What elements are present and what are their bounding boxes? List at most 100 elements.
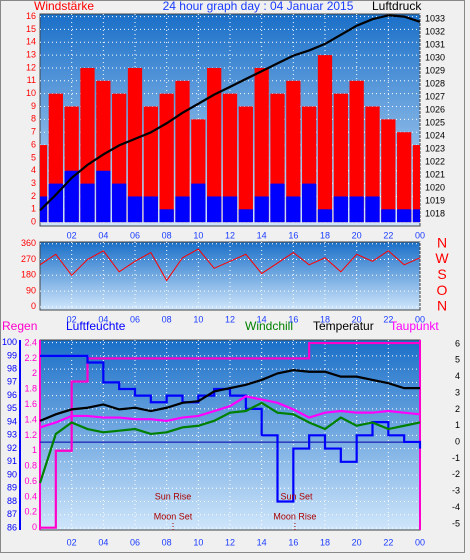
- y3-tick-label: 1.2: [24, 430, 37, 440]
- x-tick-label: 22: [383, 230, 393, 240]
- y-label: Luftfeuchte: [66, 319, 126, 333]
- x-tick-label: 06: [130, 537, 140, 547]
- series-line: [38, 401, 421, 484]
- y-tick-label: 2: [31, 191, 36, 201]
- bar: [159, 209, 174, 223]
- y2-tick-label: 2: [455, 404, 460, 414]
- x-tick-label: 16: [288, 230, 298, 240]
- y2-tick-label: 3: [455, 387, 460, 397]
- annotation: Moon Rise: [273, 511, 316, 521]
- y-tick-label: 99: [7, 350, 17, 360]
- y2-tick-label: 1021: [425, 170, 445, 180]
- y2-tick-label: 1026: [425, 105, 445, 115]
- bar: [317, 55, 333, 223]
- y-tick-label: 5: [31, 152, 36, 162]
- bar: [159, 93, 174, 223]
- bar: [127, 196, 143, 223]
- y-tick-label: 8: [31, 114, 36, 124]
- x-tick-label: 04: [98, 230, 108, 240]
- bar: [397, 209, 412, 223]
- bar: [254, 67, 269, 223]
- y2-tick-label: N: [437, 298, 447, 314]
- x-tick-label: 16: [288, 314, 298, 324]
- bar: [207, 196, 222, 223]
- y-label: Windstärke: [34, 0, 94, 13]
- bar: [412, 209, 420, 223]
- y-tick-label: 14: [26, 37, 36, 47]
- y2-tick-label: 1024: [425, 131, 445, 141]
- bar: [365, 106, 380, 223]
- y-tick-label: 91: [7, 456, 17, 466]
- y-tick-label: 86: [7, 522, 17, 532]
- y2-tick-label: 1022: [425, 157, 445, 167]
- y-tick-label: 180: [21, 270, 36, 280]
- x-tick-label: 06: [130, 230, 140, 240]
- bar: [397, 132, 412, 223]
- x-tick-label: 08: [162, 537, 172, 547]
- y2-tick-label: -1: [452, 453, 460, 463]
- x-tick-label: 20: [352, 537, 362, 547]
- y-tick-label: 89: [7, 483, 17, 493]
- y-tick-label: 360: [21, 238, 36, 248]
- x-tick-label: 02: [67, 537, 77, 547]
- bar: [175, 196, 190, 223]
- bar: [365, 196, 380, 223]
- y3-tick-label: 0.4: [24, 491, 37, 501]
- bar: [333, 93, 348, 223]
- bar: [238, 209, 253, 223]
- y-tick-label: 0: [31, 301, 36, 311]
- series-line: [39, 248, 421, 282]
- y-tick-label: 7: [31, 127, 36, 137]
- y2-tick-label: -5: [452, 518, 460, 528]
- bar: [286, 80, 301, 223]
- bar: [191, 183, 206, 223]
- annotation: Sun Set: [280, 491, 313, 501]
- y2-tick-label: 1031: [425, 40, 445, 50]
- y-tick-label: 100: [2, 337, 17, 347]
- bar: [207, 67, 222, 223]
- x-tick-label: 12: [225, 230, 235, 240]
- x-tick-label: 14: [257, 537, 267, 547]
- series-line: [40, 341, 420, 529]
- y2-tick-label: 1030: [425, 53, 445, 63]
- y3-tick-label: 0.8: [24, 461, 37, 471]
- bar: [48, 183, 63, 223]
- y-tick-label: 87: [7, 509, 17, 519]
- bar: [333, 196, 348, 223]
- y3-tick-label: 0: [32, 522, 37, 532]
- x-tick-label: 18: [320, 314, 330, 324]
- y2-tick-label: 0: [455, 436, 460, 446]
- y2-tick-label: 1020: [425, 183, 445, 193]
- chart-title: 24 hour graph day : 04 Januar 2015: [163, 0, 354, 13]
- bar: [254, 196, 269, 223]
- x-tick-label: 04: [98, 314, 108, 324]
- y3-tick-label: 2: [32, 368, 37, 378]
- x-tick-label: 18: [320, 537, 330, 547]
- y2-label: Luftdruck: [372, 0, 422, 13]
- x-tick-label: 00: [415, 314, 425, 324]
- y2-tick-label: 6: [455, 338, 460, 348]
- x-tick-label: 12: [225, 537, 235, 547]
- bar: [349, 80, 364, 223]
- y3-tick-label: 1.4: [24, 414, 37, 424]
- y2-tick-label: 1018: [425, 209, 445, 219]
- y-tick-label: 270: [21, 254, 36, 264]
- y-tick-label: 13: [26, 49, 36, 59]
- x-tick-label: 00: [415, 537, 425, 547]
- x-tick-label: 04: [98, 537, 108, 547]
- series-line: [39, 369, 420, 422]
- y2-tick-label: S: [437, 266, 446, 282]
- x-tick-label: 18: [320, 230, 330, 240]
- x-tick-label: 10: [193, 230, 203, 240]
- y2-tick-label: 1027: [425, 92, 445, 102]
- bar: [349, 196, 364, 223]
- x-tick-label: 08: [162, 314, 172, 324]
- y2-tick-label: -4: [452, 502, 460, 512]
- y-tick-label: 3: [31, 178, 36, 188]
- y2-tick-label: 5: [455, 355, 460, 365]
- series-line: [39, 395, 421, 429]
- y2-tick-label: -3: [452, 486, 460, 496]
- y2-tick-label: 1023: [425, 144, 445, 154]
